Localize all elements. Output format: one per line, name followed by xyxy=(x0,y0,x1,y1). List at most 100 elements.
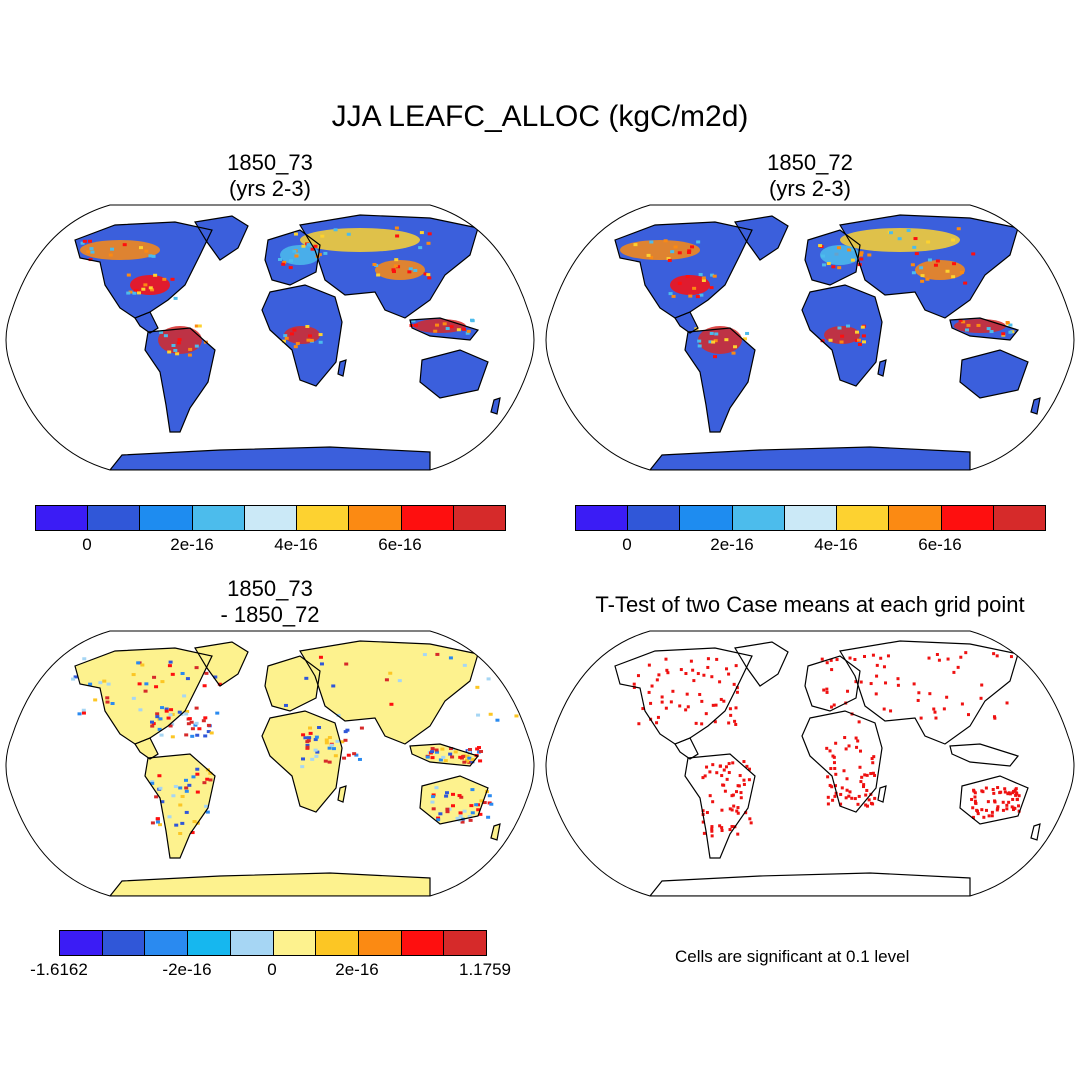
significant-cell xyxy=(735,790,739,794)
grid-cell xyxy=(846,324,851,328)
significant-cell xyxy=(742,778,746,782)
grid-cell xyxy=(197,324,202,328)
significant-cell xyxy=(979,696,983,700)
significant-cell xyxy=(720,829,724,833)
significant-cell xyxy=(834,784,838,788)
australia xyxy=(960,350,1028,398)
grid-cell xyxy=(465,759,470,763)
grid-cell xyxy=(190,734,195,738)
significant-cell xyxy=(1015,791,1019,795)
grid-cell xyxy=(713,355,718,359)
grid-cell xyxy=(712,274,717,278)
grid-cell xyxy=(178,786,183,790)
grid-cell xyxy=(281,262,286,266)
colorbar-swatch xyxy=(680,506,733,530)
grid-cell xyxy=(169,708,174,712)
grid-cell xyxy=(324,741,329,745)
grid-cell xyxy=(460,820,465,824)
significant-cell xyxy=(728,828,732,832)
significant-cell xyxy=(720,774,724,778)
grid-cell xyxy=(935,259,940,263)
significant-cell xyxy=(736,806,740,810)
grid-cell xyxy=(343,738,348,742)
grid-cell xyxy=(427,232,432,236)
grid-cell xyxy=(176,341,181,345)
grid-cell xyxy=(435,323,440,327)
grid-cell xyxy=(131,673,136,677)
grid-cell xyxy=(194,324,199,328)
significant-cell xyxy=(696,672,700,676)
africa-coastline xyxy=(261,284,343,387)
significant-cell xyxy=(917,691,921,695)
grid-cell xyxy=(445,327,450,331)
significant-cell xyxy=(844,796,848,800)
colorbar-swatch xyxy=(273,931,317,955)
grid-cell xyxy=(487,794,492,798)
europe xyxy=(805,656,860,711)
grid-cell xyxy=(430,747,435,751)
panel-1-title-line2: (yrs 2-3) xyxy=(229,176,311,201)
greenland xyxy=(735,216,788,260)
grid-cell xyxy=(308,726,313,730)
significant-cell xyxy=(865,804,869,808)
grid-cell xyxy=(952,262,957,266)
grid-cell xyxy=(413,268,418,272)
grid-cell xyxy=(292,328,297,332)
grid-cell xyxy=(352,752,357,756)
colorbar-swatch xyxy=(732,506,785,530)
grid-cell xyxy=(314,735,319,739)
significant-cell xyxy=(828,783,832,787)
grid-cell xyxy=(174,823,179,827)
significant-cell xyxy=(865,773,869,777)
colorbar-swatch xyxy=(993,506,1045,530)
grid-cell xyxy=(304,676,309,680)
grid-cell xyxy=(331,684,336,688)
asia-coastline xyxy=(839,214,1019,319)
north-america-coastline xyxy=(614,647,753,745)
significant-cell xyxy=(636,674,640,678)
colorbar-swatch xyxy=(576,506,629,530)
significant-cell xyxy=(826,775,830,779)
grid-cell xyxy=(307,243,312,247)
significant-cell xyxy=(1013,806,1017,810)
significant-cell xyxy=(684,708,688,712)
grid-cell xyxy=(698,273,703,277)
grid-cell xyxy=(140,663,145,667)
significant-cell xyxy=(1008,792,1012,796)
grid-cell xyxy=(419,231,424,235)
grid-cell xyxy=(925,277,930,281)
grid-cell xyxy=(422,653,427,657)
significant-cell xyxy=(846,689,850,693)
grid-cell xyxy=(213,675,218,679)
map-border xyxy=(545,204,1075,471)
antarctica-coastline xyxy=(648,446,971,470)
significant-cell xyxy=(871,802,875,806)
grid-cell xyxy=(858,253,863,257)
significant-cell xyxy=(706,665,710,669)
grid-cell xyxy=(318,340,323,344)
grid-cell xyxy=(434,786,439,790)
grid-cell xyxy=(205,810,210,814)
significant-cell xyxy=(830,785,834,789)
colorbar-swatch xyxy=(192,506,245,530)
grid-cell xyxy=(458,755,463,759)
significant-cell xyxy=(875,663,879,667)
significant-cell xyxy=(656,715,660,719)
significant-cell xyxy=(685,692,689,696)
grid-cell xyxy=(177,710,182,714)
grid-cell xyxy=(389,702,394,706)
grid-cell xyxy=(167,815,172,819)
grid-cell xyxy=(828,338,833,342)
grid-cell xyxy=(310,247,315,251)
significant-cell xyxy=(993,799,997,803)
significant-cell xyxy=(857,720,861,724)
significant-cell xyxy=(991,788,995,792)
grid-cell xyxy=(160,800,165,804)
significant-cell xyxy=(1009,655,1013,659)
grid-cell xyxy=(340,740,345,744)
significant-cell xyxy=(831,798,835,802)
significant-cell xyxy=(730,794,734,798)
grid-cell xyxy=(313,738,318,742)
significant-cell xyxy=(739,796,743,800)
grid-cell xyxy=(920,279,925,283)
